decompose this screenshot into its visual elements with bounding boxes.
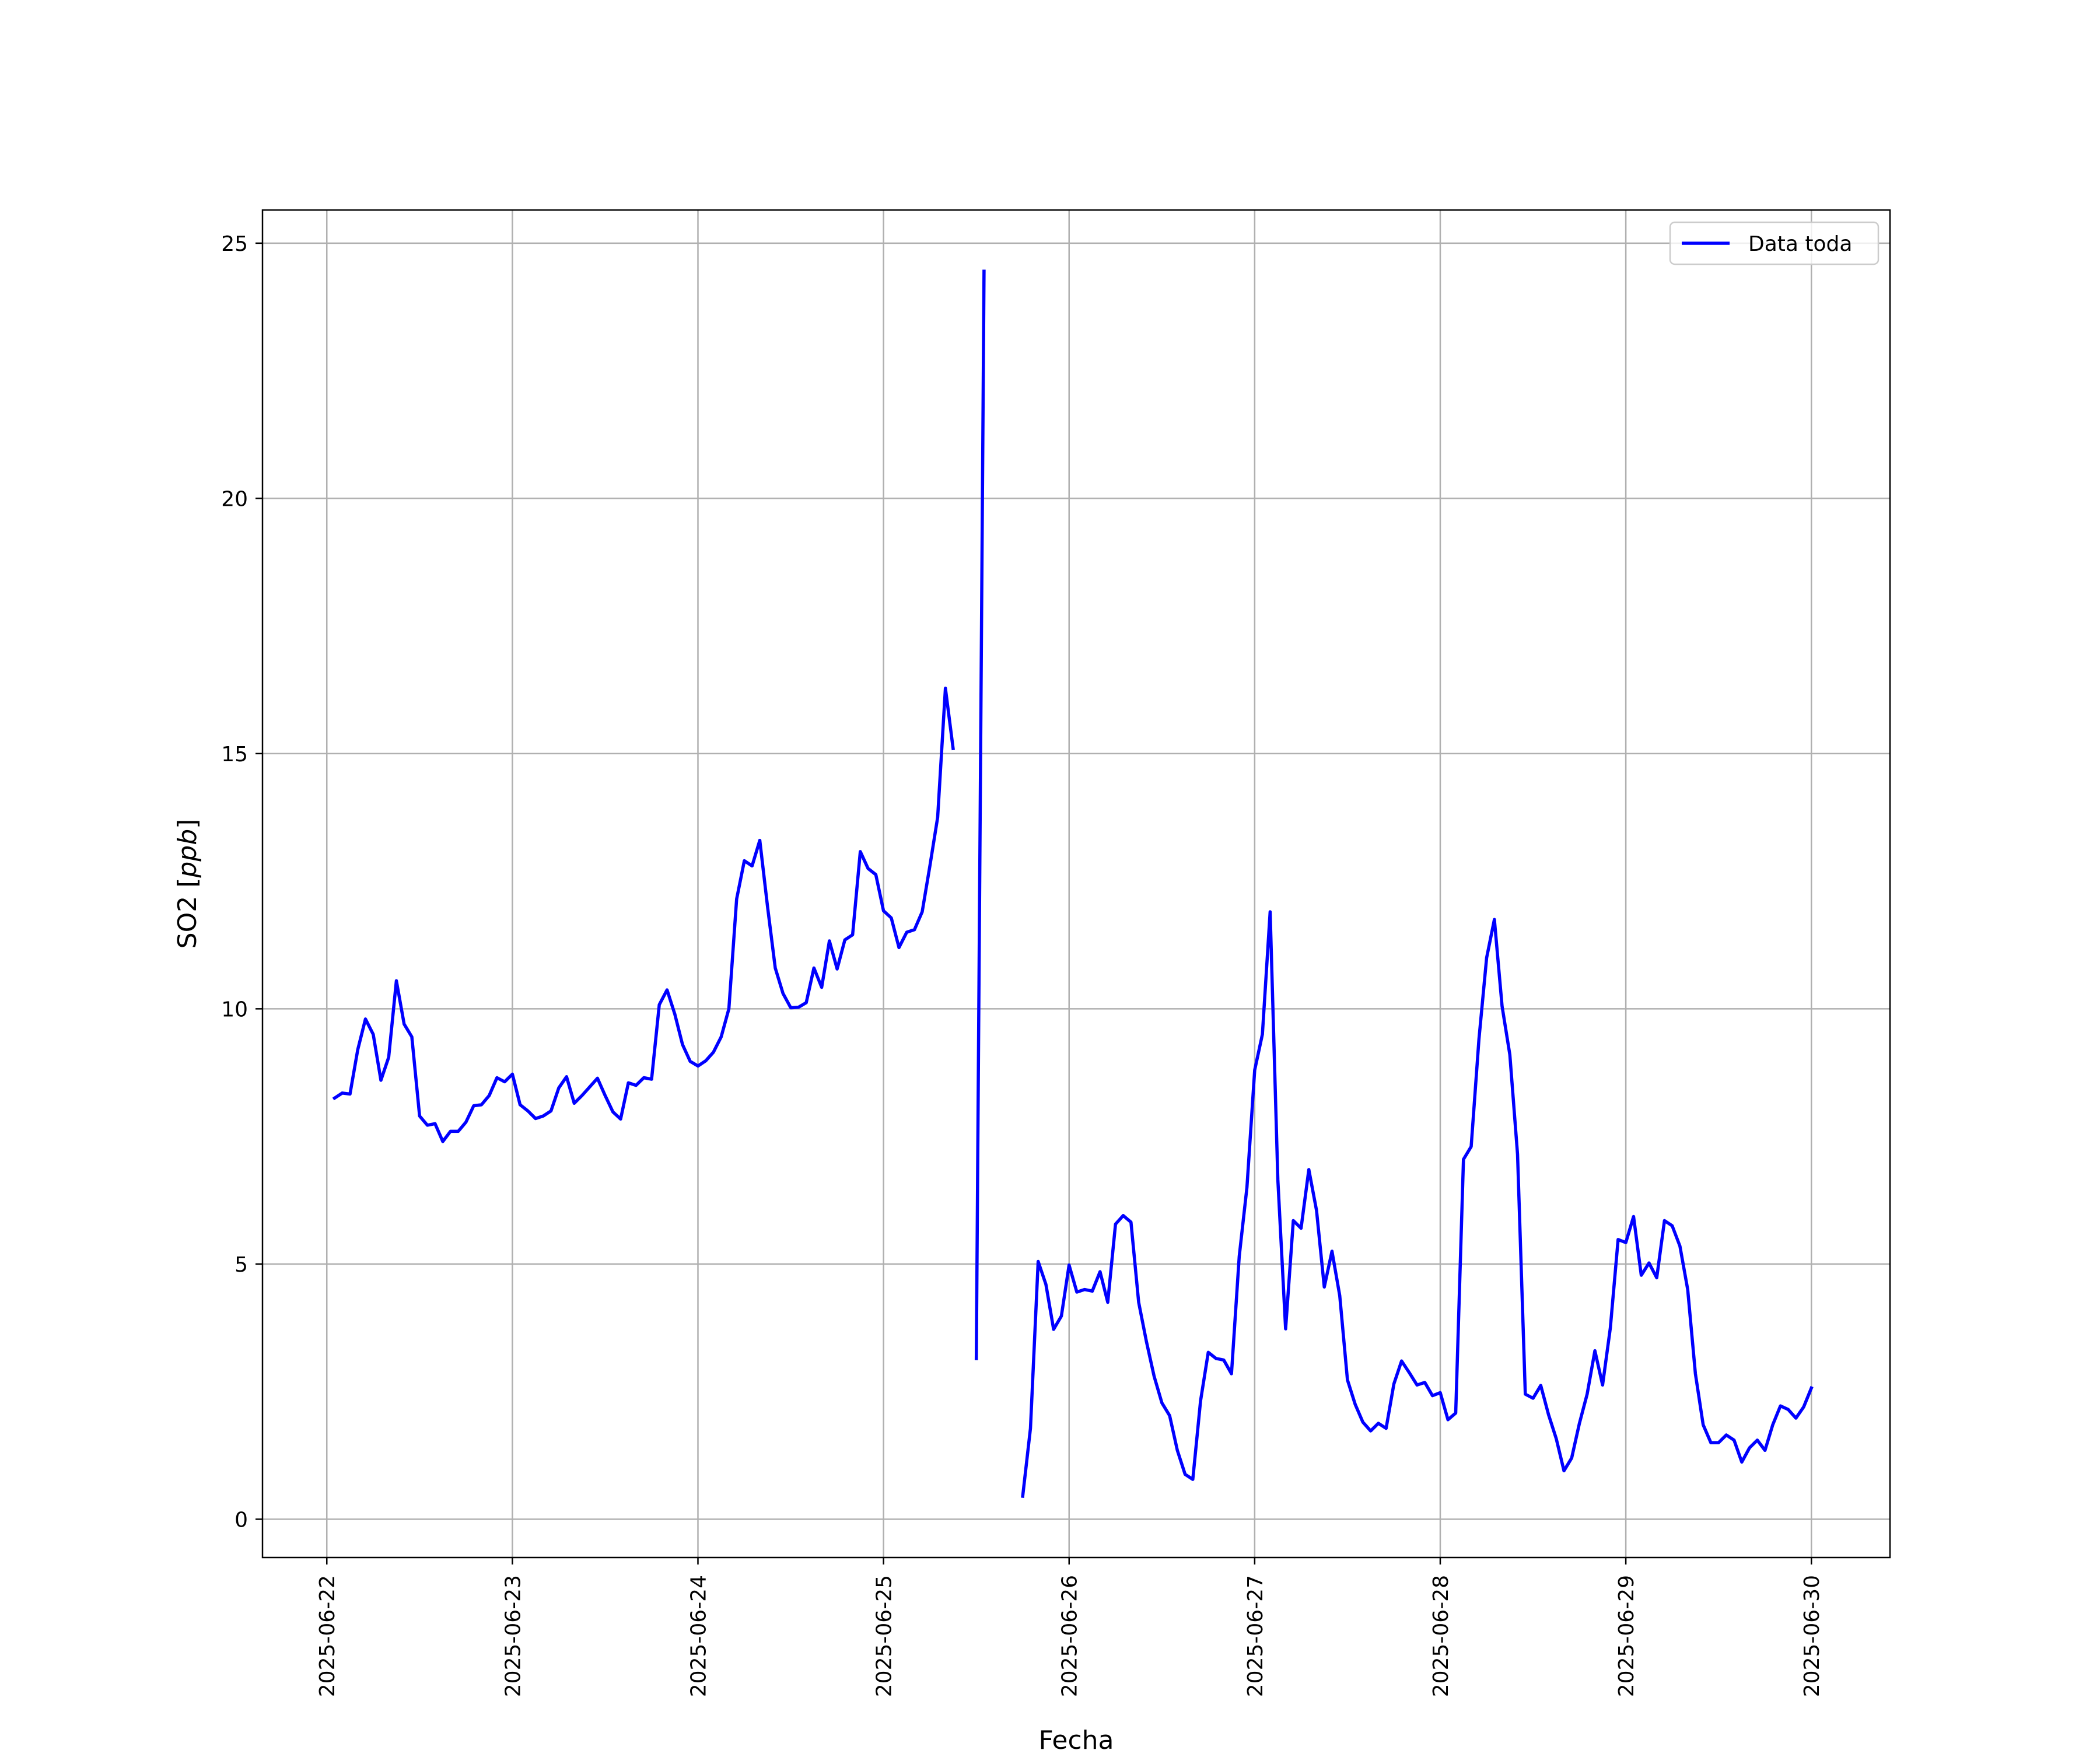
series-line-segment	[1021, 910, 1814, 1499]
x-tick-label: 2025-06-26	[1058, 1575, 1082, 1697]
y-axis-label-close: ]	[173, 819, 202, 829]
x-tick-label: 2025-06-27	[1244, 1575, 1268, 1697]
legend-box	[1669, 221, 1880, 265]
y-tick-label: 20	[221, 487, 248, 511]
legend-label: Data toda	[1748, 232, 1852, 256]
series-line-segment	[974, 270, 986, 1360]
x-axis-label: Fecha	[1038, 1726, 1114, 1750]
y-axis-label-unit: ppb	[173, 829, 202, 878]
x-tick-label: 2025-06-25	[873, 1575, 897, 1697]
y-tick-label: 5	[235, 1253, 248, 1277]
y-axis-label-text: SO2 [	[173, 878, 202, 949]
x-tick-label: 2025-06-23	[501, 1575, 525, 1697]
x-tick-label: 2025-06-28	[1429, 1575, 1453, 1697]
series-line-segment	[332, 687, 955, 1143]
y-tick-label: 0	[235, 1508, 248, 1532]
x-tick-label: 2025-06-22	[316, 1575, 340, 1697]
legend: Data toda	[1669, 221, 1880, 265]
y-tick-label: 15	[221, 743, 248, 766]
axis-ticks: 2025-06-22 2025-06-23 2025-06-24 2025-06-25…	[221, 232, 1824, 1697]
series-lines	[332, 270, 1814, 1499]
x-tick-label: 2025-06-29	[1615, 1575, 1639, 1697]
y-axis-label: SO2 [ppb]	[173, 819, 202, 949]
y-tick-label: 10	[221, 998, 248, 1021]
x-tick-label: 2025-06-30	[1800, 1575, 1824, 1697]
y-tick-label: 25	[221, 232, 248, 256]
plot-area-frame	[261, 209, 1891, 1559]
grid-lines	[262, 210, 1890, 1558]
x-tick-label: 2025-06-24	[687, 1575, 710, 1697]
